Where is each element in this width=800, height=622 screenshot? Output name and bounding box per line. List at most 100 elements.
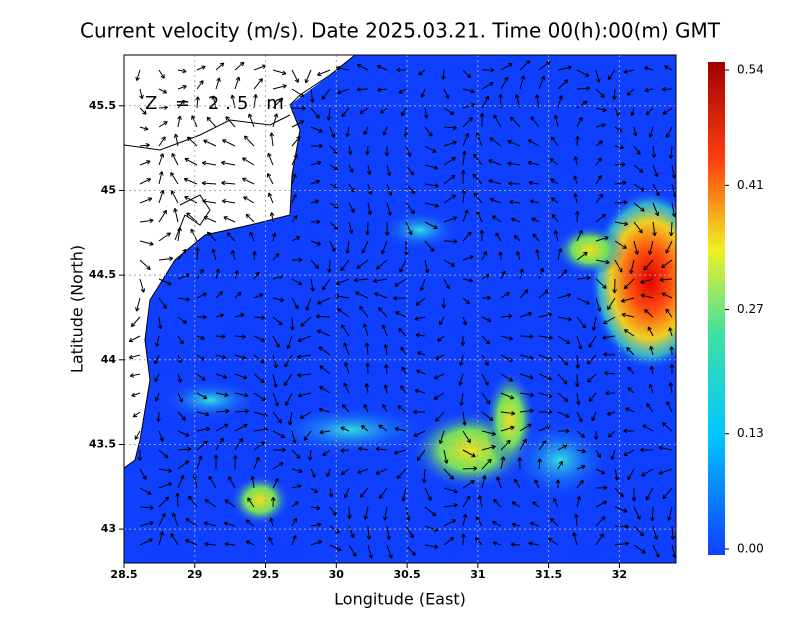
arrow [158,512,166,527]
arrow [443,194,456,204]
streak [160,380,260,420]
streak [230,475,290,525]
velocity-field [124,55,676,563]
arrow [667,506,673,521]
arrow [194,247,200,261]
arrow [633,506,641,520]
arrow [400,385,407,394]
arrow [269,132,275,147]
hot-spot [555,225,625,275]
arrow [557,373,568,385]
arrow [341,404,350,413]
arrow [245,213,255,223]
arrow [576,335,583,350]
arrow [401,487,407,502]
arrow [415,297,426,306]
arrow [128,354,141,360]
arrow [586,373,597,383]
arrow [272,430,286,438]
arrow [139,197,153,204]
arrow [535,94,540,109]
arrow [177,316,188,324]
arrow [215,408,230,414]
arrow [206,116,217,128]
arrow [359,305,369,318]
arrow [171,512,179,527]
arrow [386,164,392,177]
arrow [234,437,244,451]
arrow [443,503,458,508]
arrow [196,373,206,381]
arrow [443,216,458,223]
arrow [595,157,602,166]
arrow [557,460,563,470]
arrow [424,259,430,274]
arrow [495,232,502,242]
arrow [519,60,531,71]
arrow [252,251,257,261]
y-tick-label: 44 [101,353,117,366]
arrow [310,505,321,511]
arrow [500,439,511,451]
arrow [472,173,483,185]
arrow [196,292,207,299]
arrow [519,289,529,299]
arrow [424,126,433,137]
arrow [538,335,553,340]
arrow [557,392,569,403]
arrow [358,446,369,452]
arrow [416,449,426,462]
arrow [443,449,449,464]
arrow [614,162,626,167]
arrow [291,135,301,147]
arrow [382,506,388,521]
arrow [269,517,274,527]
arrow [475,537,483,546]
arrow [519,408,534,414]
arrow [310,88,315,103]
arrow [375,468,388,475]
arrow [475,516,483,527]
arrow [614,468,620,481]
arrow [374,292,388,299]
arrow [443,140,458,147]
arrow [557,248,563,261]
arrow [650,506,655,522]
arrow [310,522,322,528]
arrow [196,426,211,432]
arrow [379,107,388,114]
arrow [340,468,350,476]
arrow [626,347,635,356]
arrow [375,446,388,452]
arrow [462,430,471,444]
arrow [519,354,534,360]
arrow [443,536,455,546]
arrow [528,541,540,547]
arrow [204,541,217,547]
arrow [588,335,597,348]
arrow [170,190,179,204]
arrow [574,210,580,223]
arrow [649,345,654,356]
arrow [473,153,483,166]
arrow [345,126,351,138]
arrow [366,525,372,540]
arrow [606,411,616,416]
arrow [610,449,616,461]
arrow [443,278,450,290]
arrow [310,278,315,292]
arrow [354,291,369,299]
arrow [196,455,203,470]
arrow [291,120,305,128]
arrow [290,316,295,331]
arrow [328,487,334,498]
arrow [337,308,350,318]
arrow [640,447,654,453]
arrow [272,392,279,407]
arrow [652,221,657,237]
arrow [576,116,583,128]
arrow [224,499,236,508]
arrow [462,116,473,128]
arrow [321,88,331,100]
arrow [621,312,635,318]
